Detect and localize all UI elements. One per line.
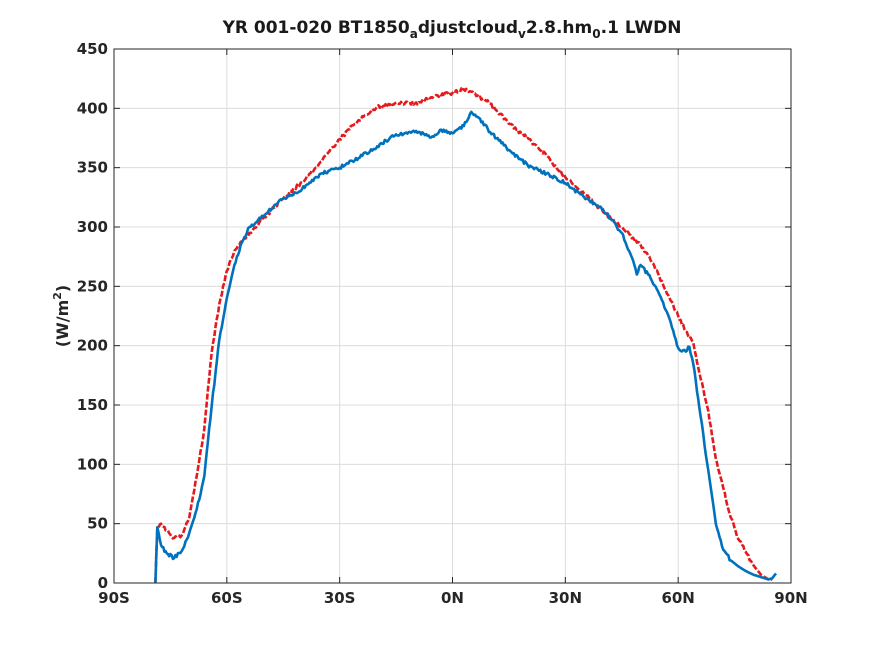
- x-tick-label: 30S: [324, 589, 356, 607]
- y-label-superscript: 2: [51, 292, 64, 300]
- x-tick-label: 90S: [98, 589, 130, 607]
- title-part-2: djustcloud: [418, 18, 518, 38]
- y-tick-label: 300: [77, 218, 108, 236]
- grid: [113, 48, 792, 584]
- x-tick-label: 30N: [549, 589, 582, 607]
- y-tick-label: 50: [87, 515, 108, 533]
- y-axis-label: (W/m2): [51, 285, 72, 347]
- x-tick-label: 60S: [211, 589, 243, 607]
- title-part-6: .1 LWDN: [601, 18, 682, 38]
- x-tick-label: 60N: [661, 589, 694, 607]
- title-part-0: YR 001-020 BT1850: [222, 18, 410, 38]
- x-tick-label: 90N: [774, 589, 807, 607]
- series-group: [154, 87, 778, 584]
- title-part-1: a: [410, 27, 418, 41]
- y-axis: 0 50 100 150 200 250 300 350 400 450: [77, 40, 791, 592]
- chart-title: YR 001-020 BT1850adjustcloudv2.8.hm0.1 L…: [222, 18, 682, 41]
- y-label-suffix: ): [53, 285, 72, 292]
- y-tick-label: 150: [77, 396, 108, 414]
- series-line-2: [154, 110, 778, 584]
- y-tick-label: 250: [77, 277, 108, 295]
- title-part-4: 2.8.hm: [526, 18, 592, 38]
- y-tick-label: 0: [98, 574, 108, 592]
- title-part-3: v: [518, 27, 526, 41]
- x-tick-label: 0N: [441, 589, 464, 607]
- series-line-1: [154, 87, 773, 584]
- y-tick-label: 450: [77, 40, 108, 58]
- title-part-5: 0: [592, 27, 600, 41]
- y-label-prefix: (W/m: [53, 300, 72, 347]
- y-tick-label: 350: [77, 159, 108, 177]
- x-axis: 90S 60S 30S 0N 30N 60N 90N: [98, 49, 808, 607]
- y-tick-label: 100: [77, 455, 108, 473]
- y-tick-label: 200: [77, 337, 108, 355]
- y-tick-label: 400: [77, 99, 108, 117]
